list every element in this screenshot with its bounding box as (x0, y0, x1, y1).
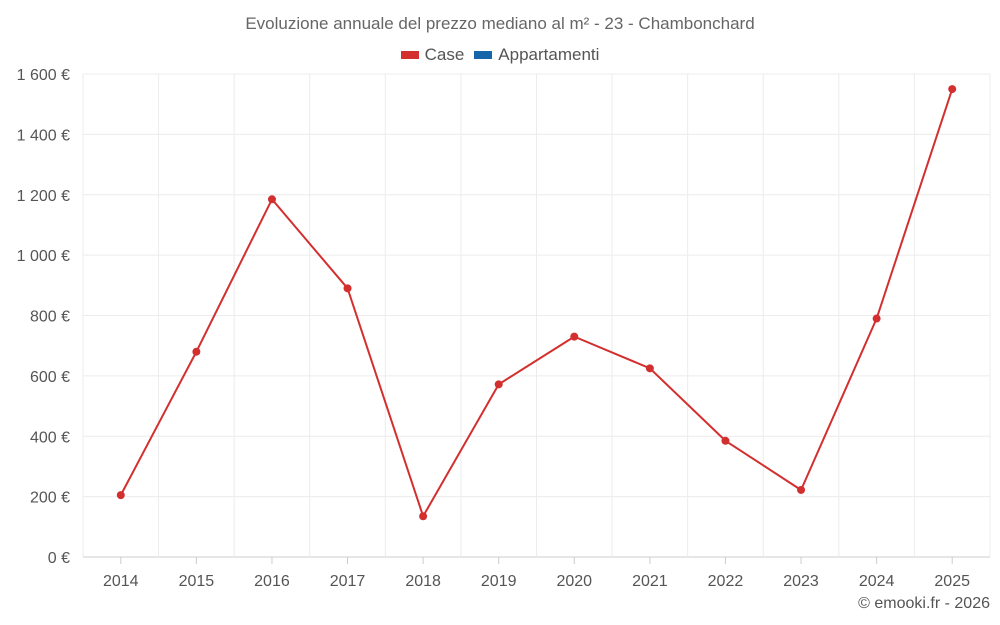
y-tick-label: 0 € (48, 550, 70, 567)
legend-label-case: Case (424, 45, 465, 64)
data-point-case-2023 (797, 485, 806, 494)
y-tick-label: 200 € (30, 490, 70, 507)
x-tick-label: 2020 (556, 573, 592, 590)
data-point-case-2022 (721, 436, 730, 445)
data-point-case-2018 (419, 512, 428, 521)
legend-swatch-appartamenti (474, 51, 493, 59)
x-tick-label: 2024 (859, 573, 895, 590)
y-tick-label: 1 200 € (17, 188, 70, 205)
legend-item-case[interactable]: Case (400, 45, 465, 65)
data-point-case-2015 (192, 347, 201, 356)
y-tick-label: 1 000 € (17, 248, 70, 265)
data-point-case-2019 (494, 380, 503, 389)
y-tick-label: 1 400 € (17, 127, 70, 144)
data-point-case-2014 (116, 491, 125, 500)
y-tick-label: 1 600 € (17, 67, 70, 84)
x-tick-label: 2016 (254, 573, 290, 590)
credit-text: © emooki.fr - 2026 (858, 595, 990, 612)
data-point-case-2025 (948, 85, 957, 94)
data-point-case-2016 (267, 195, 276, 204)
x-tick-label: 2022 (708, 573, 744, 590)
x-tick-label: 2015 (179, 573, 215, 590)
x-tick-label: 2014 (103, 573, 139, 590)
x-tick-label: 2017 (330, 573, 366, 590)
x-tick-label: 2023 (783, 573, 819, 590)
chart-title: Evoluzione annuale del prezzo mediano al… (245, 14, 755, 33)
y-tick-label: 800 € (30, 309, 70, 326)
chart-legend: Case Appartamenti (0, 45, 1000, 65)
x-tick-label: 2025 (934, 573, 970, 590)
legend-label-appartamenti: Appartamenti (498, 45, 600, 64)
y-tick-label: 400 € (30, 429, 70, 446)
data-point-case-2020 (570, 332, 579, 341)
data-point-case-2021 (645, 364, 654, 373)
y-tick-label: 600 € (30, 369, 70, 386)
data-point-case-2024 (872, 314, 881, 323)
x-tick-label: 2021 (632, 573, 668, 590)
data-point-case-2017 (343, 284, 352, 293)
x-tick-label: 2018 (405, 573, 441, 590)
series-line-case (119, 88, 954, 518)
x-tick-label: 2019 (481, 573, 517, 590)
legend-item-appartamenti[interactable]: Appartamenti (474, 45, 599, 65)
legend-swatch-case (400, 51, 419, 59)
